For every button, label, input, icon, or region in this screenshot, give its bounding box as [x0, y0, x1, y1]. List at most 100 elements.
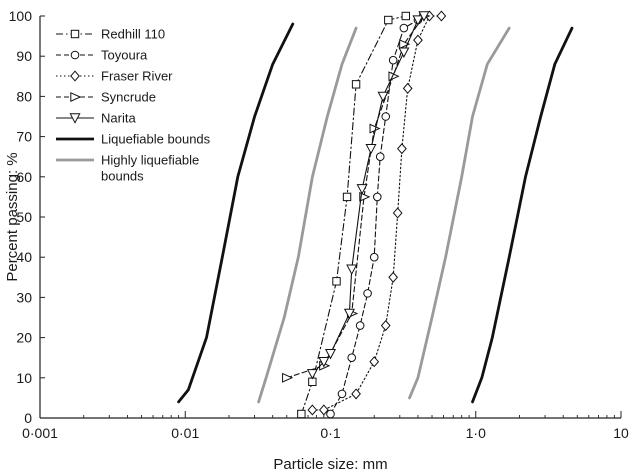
y-tick-label: 90 [16, 48, 32, 64]
legend-item-redhill-110: Redhill 110 [56, 27, 165, 42]
legend-item-narita: Narita [56, 111, 136, 126]
legend-label-redhill-110: Redhill 110 [101, 27, 165, 42]
series-series-8 [408, 26, 511, 400]
data-point-toyoura [373, 192, 382, 202]
y-tick-label: 40 [16, 249, 32, 265]
data-point-toyoura [375, 152, 385, 161]
data-point-toyoura [326, 409, 335, 419]
y-ticks: 0 10 20 30 40 50 60 70 80 90 100 [9, 8, 45, 426]
series-narita [306, 11, 430, 380]
data-point-syncrude [359, 191, 371, 202]
y-tick-label: 50 [16, 209, 32, 225]
x-tick-label: 0·1 [320, 425, 340, 441]
data-point-toyoura [363, 289, 372, 298]
chart-series-layer [177, 10, 574, 419]
data-point-toyoura [337, 389, 347, 399]
data-point-narita [398, 47, 410, 58]
x-tick-label: 0·01 [171, 425, 199, 441]
data-point-fraser-river [413, 34, 423, 46]
y-tick-label: 80 [16, 88, 32, 104]
data-point-fraser-river [307, 404, 318, 416]
y-tick-label: 20 [16, 330, 32, 346]
data-point-fraser-river [402, 82, 413, 94]
data-point-fraser-river [380, 319, 391, 332]
data-point-narita [306, 369, 318, 380]
data-point-toyoura [355, 321, 365, 330]
y-tick-label: 10 [16, 370, 32, 386]
legend-label-syncrude: Syncrude [101, 90, 156, 105]
data-point-redhill-110 [401, 11, 411, 21]
series-line-fraser-river [311, 15, 442, 411]
data-point-redhill-110 [342, 192, 352, 202]
legend-item-highly-liquefiable-bounds: Highly liquefiable bounds [56, 153, 199, 184]
x-tick-label: 1·0 [466, 425, 486, 441]
series-series-6 [471, 26, 574, 404]
series-line-series-8 [408, 26, 511, 400]
series-toyoura [326, 15, 423, 419]
data-point-narita [343, 308, 355, 320]
data-point-redhill-110 [297, 409, 306, 419]
data-point-narita [356, 184, 368, 195]
legend-marker-syncrude [70, 92, 82, 102]
legend-label-fraser-river: Fraser River [101, 69, 173, 84]
legend-label-toyoura: Toyoura [101, 48, 148, 63]
data-point-narita [365, 143, 377, 155]
legend-item-fraser-river: Fraser River [56, 69, 173, 84]
y-tick-label: 30 [16, 289, 32, 305]
data-point-toyoura [388, 55, 398, 65]
data-point-fraser-river [351, 388, 361, 400]
series-line-syncrude [286, 15, 425, 379]
chart-legend: Redhill 110 Toyoura Fraser River Syncrude Na… [56, 27, 211, 184]
data-point-fraser-river [369, 356, 380, 368]
x-tick-label: 10 [613, 425, 629, 441]
legend-item-liquefiable-bounds: Liquefiable bounds [56, 132, 211, 147]
data-point-redhill-110 [384, 15, 393, 25]
data-point-fraser-river [397, 143, 407, 155]
chart-axes: 0·001 0·01 0·1 1·0 100102030405060708090100P… [4, 8, 629, 473]
data-point-fraser-river [436, 10, 447, 22]
data-point-syncrude [282, 372, 294, 383]
data-point-toyoura [347, 353, 357, 363]
y-tick-label: 60 [16, 169, 32, 185]
data-point-narita [346, 264, 358, 276]
legend-item-syncrude: Syncrude [56, 90, 156, 105]
data-point-redhill-110 [351, 80, 361, 89]
series-redhill-110 [297, 11, 411, 419]
legend-marker-fraser-river [70, 70, 80, 82]
series-liquefiable-bounds [177, 22, 295, 404]
series-line-toyoura [329, 19, 419, 415]
legend-item-toyoura: Toyoura [56, 48, 148, 63]
data-point-redhill-110 [332, 277, 341, 286]
data-point-toyoura [381, 112, 391, 121]
legend-label-line: bounds [101, 169, 144, 184]
data-point-toyoura [369, 252, 379, 262]
data-point-narita [318, 357, 330, 368]
legend-marker-redhill-110 [70, 29, 80, 39]
data-point-syncrude [399, 39, 411, 50]
series-line-series-6 [471, 26, 574, 404]
y-axis-title: Percent passing: % [4, 152, 21, 281]
legend-marker-toyoura [70, 50, 80, 60]
data-point-narita [412, 15, 424, 26]
y-tick-label: 0 [24, 410, 32, 426]
series-line-narita [311, 15, 425, 375]
series-highly-liquefiable-bounds [257, 26, 358, 404]
data-point-fraser-river [318, 404, 329, 416]
data-point-narita [324, 348, 337, 360]
legend-label-highly-liquefiable-bounds: Highly liquefiable bounds [101, 153, 199, 184]
legend-label-line: Highly liquefiable [101, 153, 199, 168]
x-axis-title: Particle size: mm [273, 456, 387, 473]
series-syncrude [282, 11, 431, 383]
series-line-liquefiable-bounds [177, 22, 295, 404]
data-point-toyoura [399, 23, 409, 33]
x-ticks: 0·001 0·01 0·1 1·0 10 [22, 411, 629, 441]
data-point-narita [377, 91, 389, 103]
y-tick-label: 100 [9, 8, 33, 24]
series-line-highly-liquefiable-bounds [257, 26, 358, 404]
legend-marker-narita [69, 113, 81, 124]
data-point-fraser-river [392, 207, 403, 219]
legend-label-liquefiable-bounds: Liquefiable bounds [101, 132, 211, 147]
legend-label-narita: Narita [101, 111, 136, 126]
y-tick-label: 70 [16, 129, 32, 145]
